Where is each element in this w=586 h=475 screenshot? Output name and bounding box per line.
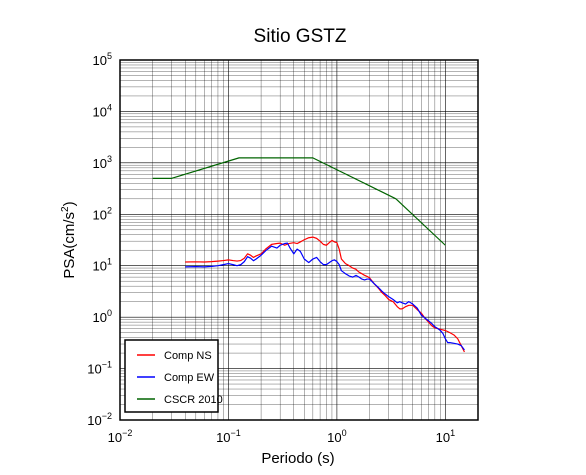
y-tick-label: 100 [93, 308, 112, 325]
x-axis-label: Periodo (s) [261, 450, 334, 467]
x-tick-label: 10−2 [108, 428, 133, 445]
plot-frame [119, 59, 479, 421]
y-tick-label: 103 [93, 154, 112, 171]
y-axis-label-text: PSA(cm/s [61, 212, 78, 279]
chart-title: Sitio GSTZ [254, 26, 347, 47]
tick-labels: 10−2 10−1 100 101 10−2 10−1 100 101 102 103 104 105 [87, 51, 455, 445]
legend-label-cscr: CSCR 2010 [164, 394, 223, 406]
y-axis-label-superscript: 2 [60, 206, 71, 212]
series-layer [152, 157, 465, 353]
x-tick-label: 10−1 [216, 428, 241, 445]
y-tick-label: 102 [93, 205, 112, 222]
y-tick-label: 104 [93, 102, 112, 119]
legend-label-ew: Comp EW [164, 372, 215, 384]
y-axis-label: PSA(cm/s2) [60, 201, 78, 278]
y-tick-label: 10−1 [87, 360, 112, 377]
series-line-comp-ns [185, 236, 465, 353]
legend-box [124, 339, 219, 413]
x-tick-label: 101 [436, 428, 455, 445]
x-tick-label: 100 [327, 428, 346, 445]
y-axis-label-close: ) [61, 201, 78, 206]
y-tick-label: 10−2 [87, 411, 112, 428]
legend: Comp NS Comp EW CSCR 2010 [124, 339, 223, 413]
legend-label-ns: Comp NS [164, 350, 212, 362]
series-line-cscr-2010 [152, 157, 446, 246]
y-tick-label: 101 [93, 257, 112, 274]
y-tick-label: 105 [93, 51, 112, 68]
series-line-comp-ew [185, 242, 465, 351]
